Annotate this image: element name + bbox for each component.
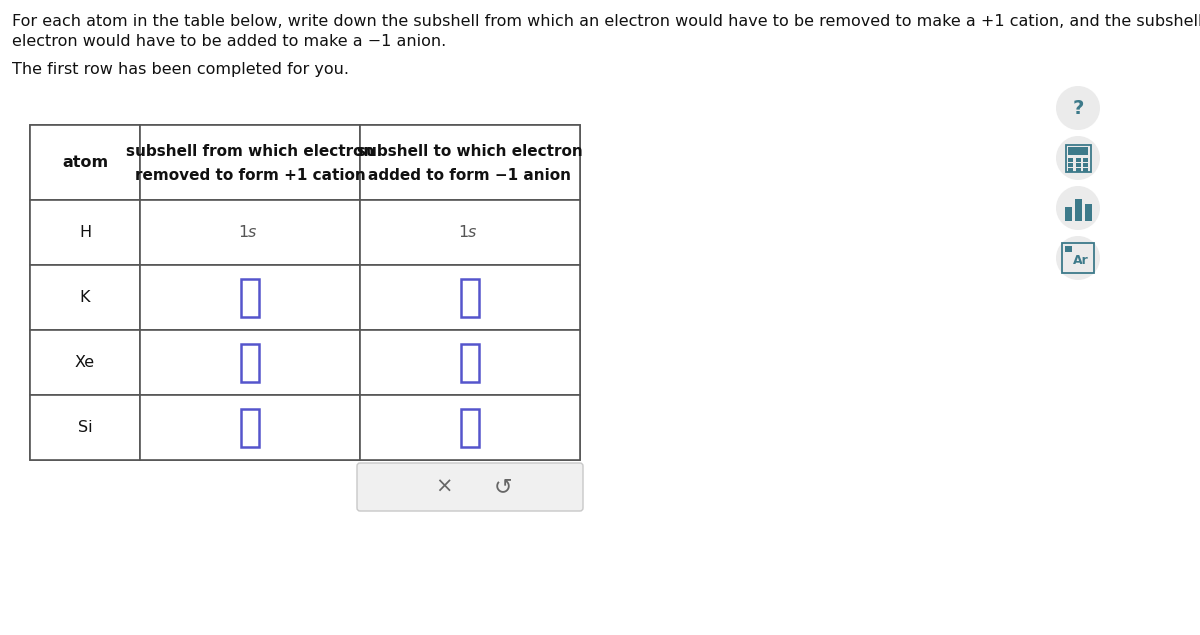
Text: electron would have to be added to make a −1 anion.: electron would have to be added to make … bbox=[12, 34, 446, 49]
Bar bbox=[140, 265, 360, 330]
Circle shape bbox=[1056, 86, 1100, 130]
Text: 1: 1 bbox=[457, 225, 468, 240]
Bar bbox=[241, 408, 259, 446]
Text: s: s bbox=[468, 225, 476, 240]
Bar bbox=[241, 279, 259, 316]
Bar bbox=[140, 200, 360, 265]
Bar bbox=[1068, 147, 1088, 155]
Bar bbox=[1084, 163, 1088, 166]
Circle shape bbox=[1056, 186, 1100, 230]
Bar bbox=[1066, 207, 1072, 221]
Bar bbox=[30, 265, 140, 330]
Bar bbox=[140, 330, 360, 395]
Text: ↺: ↺ bbox=[493, 477, 512, 497]
Text: 1: 1 bbox=[238, 225, 248, 240]
Bar bbox=[30, 395, 140, 460]
Bar bbox=[1075, 163, 1080, 166]
Bar bbox=[30, 125, 580, 460]
Bar bbox=[461, 344, 479, 382]
Bar bbox=[140, 395, 360, 460]
Bar bbox=[1068, 163, 1073, 166]
Bar bbox=[1085, 204, 1092, 221]
Text: atom: atom bbox=[62, 155, 108, 170]
Bar bbox=[360, 125, 580, 200]
Bar bbox=[30, 125, 140, 200]
Bar bbox=[360, 265, 580, 330]
Bar bbox=[1075, 158, 1080, 161]
Bar bbox=[1084, 168, 1088, 171]
Text: For each atom in the table below, write down the subshell from which an electron: For each atom in the table below, write … bbox=[12, 14, 1200, 29]
Bar bbox=[1075, 199, 1082, 221]
Bar bbox=[241, 344, 259, 382]
Bar bbox=[1066, 246, 1072, 252]
Bar bbox=[461, 408, 479, 446]
Text: subshell from which electron: subshell from which electron bbox=[126, 145, 374, 159]
Text: added to form −1 anion: added to form −1 anion bbox=[368, 168, 571, 184]
Text: ×: × bbox=[434, 477, 452, 497]
Text: removed to form +1 cation: removed to form +1 cation bbox=[134, 168, 365, 184]
Text: ?: ? bbox=[1073, 98, 1084, 117]
Text: Si: Si bbox=[78, 420, 92, 435]
Bar bbox=[360, 395, 580, 460]
Text: H: H bbox=[79, 225, 91, 240]
Text: subshell to which electron: subshell to which electron bbox=[358, 145, 583, 159]
Bar bbox=[140, 125, 360, 200]
Bar bbox=[1075, 168, 1080, 171]
Circle shape bbox=[1056, 136, 1100, 180]
Circle shape bbox=[1056, 236, 1100, 280]
Bar bbox=[30, 330, 140, 395]
Bar bbox=[1068, 168, 1073, 171]
Text: K: K bbox=[79, 290, 90, 305]
Text: s: s bbox=[248, 225, 257, 240]
Bar bbox=[1084, 158, 1088, 161]
Bar bbox=[1068, 158, 1073, 161]
Bar bbox=[360, 330, 580, 395]
FancyBboxPatch shape bbox=[358, 463, 583, 511]
Bar bbox=[461, 279, 479, 316]
Bar bbox=[360, 200, 580, 265]
Text: The first row has been completed for you.: The first row has been completed for you… bbox=[12, 62, 349, 77]
Bar bbox=[30, 200, 140, 265]
Text: Xe: Xe bbox=[74, 355, 95, 370]
Text: Ar: Ar bbox=[1073, 255, 1088, 267]
